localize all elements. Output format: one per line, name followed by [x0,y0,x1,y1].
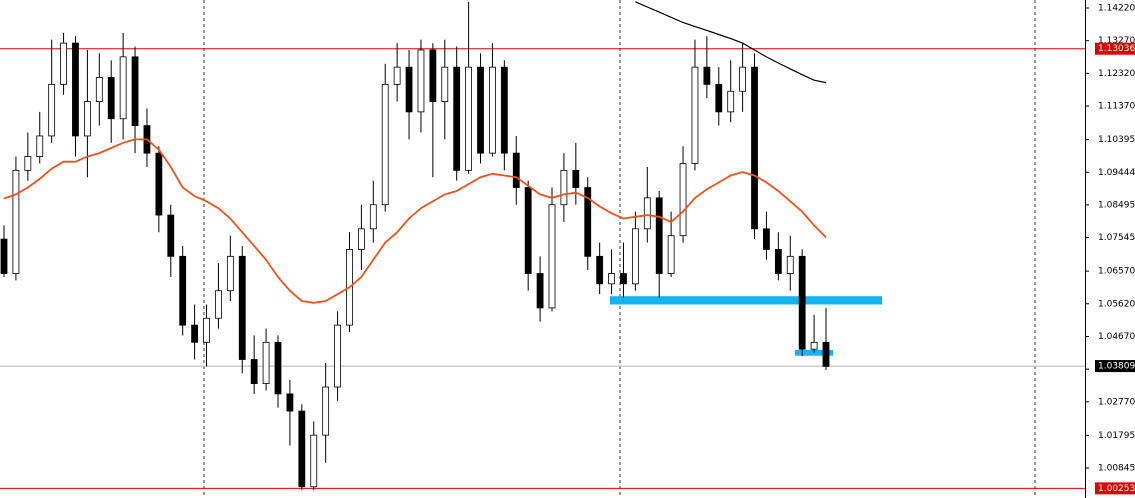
candle-body [36,135,44,157]
candle-body [12,169,20,274]
candle-body [167,214,175,257]
candle-body [441,66,449,102]
candle-body [286,393,294,412]
candle-body [810,341,818,350]
y-tick-label: 1.13270 [1098,36,1135,46]
candle-body [203,317,210,343]
candle-body [381,83,389,206]
candle-body [512,152,520,188]
price-level-label: 1.03809 [1098,362,1135,372]
y-tick-label: 1.09444 [1098,168,1135,178]
candle-body [584,187,592,257]
candle-body [691,66,699,164]
candle-body [131,56,139,127]
candle-body [95,77,103,102]
candle-body [262,341,270,384]
y-tick-label: 1.14220 [1098,4,1135,14]
candle-body [489,66,496,154]
y-tick-label: 1.11370 [1098,102,1135,112]
candle-body [60,42,67,85]
y-tick-label: 1.00845 [1098,464,1135,474]
y-tick-label: 1.04670 [1098,332,1135,342]
candle-body [679,163,687,237]
candle-body [393,66,401,85]
candle-body [322,386,330,436]
candle-body [429,49,437,102]
candle-body [405,66,413,113]
candle-body [739,66,747,92]
candle-body [226,255,234,292]
candle-body [119,56,127,120]
candle-body [191,324,199,343]
candle-body [596,255,604,285]
candle-body [560,169,568,206]
candle-body [250,359,258,384]
candle-body [107,77,115,120]
candle-body [524,187,532,274]
y-tick-label: 1.07545 [1098,233,1135,243]
candle-body [155,152,163,216]
candle-body [417,49,425,113]
candle-body [822,341,830,367]
candle-body [465,66,473,171]
support-zone [610,296,882,305]
moving-average [3,138,827,304]
candle-body [536,273,544,309]
candle-body [334,324,341,388]
candle-body [763,228,770,250]
candle-body [369,204,377,230]
candle-body [786,255,794,274]
candle-body [727,90,735,113]
y-tick-label: 1.06570 [1098,267,1135,277]
candle-body [798,255,806,350]
price-level-label-box [1095,482,1135,495]
candle-body [298,410,306,488]
candle-body [274,341,282,395]
candle-body [667,235,675,274]
candle-body [500,66,508,154]
candle-body [631,228,639,285]
y-tick-label: 1.01795 [1098,431,1135,441]
candle-body [620,273,627,285]
candle-body [83,101,91,137]
y-tick-label: 1.02770 [1098,397,1135,407]
candle-body [48,83,56,137]
candle-body [0,238,8,274]
candle-body [548,204,556,309]
candle-body [751,66,758,230]
moving-average [635,1,827,84]
candle-body [215,290,222,319]
price-level-label: 1.00253 [1098,484,1135,494]
y-tick-label: 1.08495 [1098,200,1135,210]
candle-body [608,273,615,285]
candle-body [655,197,663,274]
candle-body [357,228,365,250]
candle-body [24,156,32,171]
candle-body [310,434,318,488]
candle-body [179,255,187,326]
candle-body [477,66,484,154]
price-level-label-box [1095,360,1135,373]
candle-body [643,197,651,230]
candle-body [703,66,711,85]
candle-body [453,66,461,171]
y-tick-label: 1.12320 [1098,69,1135,79]
candle-body [572,169,580,188]
price-level-label: 1.13036 [1098,44,1135,54]
y-tick-label: 1.10395 [1098,135,1135,145]
y-tick-label: 1.05620 [1098,299,1135,309]
candle-body [774,249,782,274]
price-level-label-box [1095,42,1135,55]
candle-body [238,255,246,360]
candle-body [715,83,723,113]
support-zone [795,349,833,356]
candle-body [72,42,79,137]
